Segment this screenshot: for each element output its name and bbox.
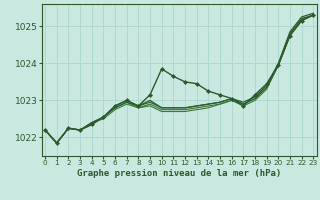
X-axis label: Graphe pression niveau de la mer (hPa): Graphe pression niveau de la mer (hPa) [77, 169, 281, 178]
